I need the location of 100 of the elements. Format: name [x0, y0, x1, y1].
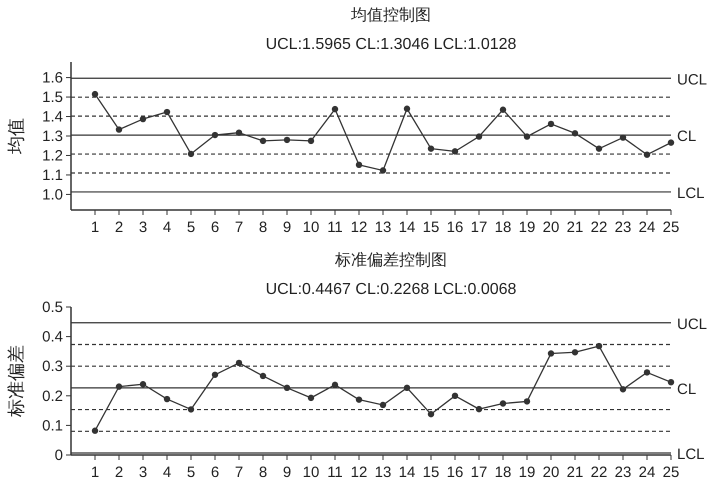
y-tick-label: 0.4 — [42, 328, 63, 346]
point — [260, 138, 266, 144]
x-tick-label: 6 — [210, 464, 220, 481]
point — [524, 133, 530, 140]
y-tick-label: 0.2 — [42, 388, 63, 405]
point — [140, 381, 146, 388]
y-tick-label: 1.4 — [42, 108, 63, 126]
y-tick-label: 0.3 — [42, 358, 63, 376]
x-tick-label: 17 — [470, 219, 488, 236]
point — [404, 106, 410, 112]
chart-subtitle: UCL:1.5965 CL:1.3046 LCL:1.0128 — [266, 36, 517, 53]
point — [476, 406, 482, 412]
point — [356, 396, 362, 403]
x-tick-label: 21 — [566, 464, 584, 481]
x-tick-label: 17 — [470, 464, 488, 481]
point — [548, 120, 554, 128]
y-axis-title: 标准偏差 — [6, 345, 26, 418]
point — [380, 402, 386, 408]
point — [164, 108, 170, 116]
ref-line-label: UCL — [677, 316, 708, 333]
point — [500, 106, 506, 113]
x-tick-label: 25 — [662, 464, 680, 481]
point — [284, 384, 290, 392]
point — [236, 129, 242, 136]
x-tick-label: 11 — [327, 464, 343, 481]
y-tick-label: 0.5 — [42, 299, 63, 316]
x-tick-label: 2 — [114, 219, 124, 236]
x-tick-label: 9 — [282, 464, 292, 481]
chart-subtitle: UCL:0.4467 CL:0.2268 LCL:0.0068 — [266, 281, 517, 298]
x-tick-label: 20 — [542, 219, 560, 236]
point — [164, 396, 170, 402]
point — [476, 133, 482, 140]
x-tick-label: 7 — [234, 219, 244, 236]
point — [188, 150, 194, 158]
x-tick-label: 6 — [210, 219, 220, 236]
x-tick-label: 18 — [494, 464, 512, 481]
x-tick-label: 15 — [422, 464, 440, 481]
x-tick-label: 3 — [138, 219, 148, 236]
x-tick-label: 14 — [398, 464, 416, 481]
x-tick-label: 3 — [138, 464, 148, 481]
y-axis-title: 均值 — [6, 118, 26, 155]
point — [548, 350, 554, 357]
point — [332, 382, 338, 388]
y-tick-label: 0 — [54, 447, 63, 464]
x-tick-label: 12 — [350, 464, 368, 481]
x-tick-label: 24 — [638, 464, 656, 481]
x-tick-label: 12 — [350, 219, 368, 236]
x-tick-label: 22 — [590, 464, 608, 481]
point — [620, 386, 626, 392]
x-tick-label: 13 — [374, 219, 392, 236]
x-tick-label: 10 — [302, 464, 320, 481]
point — [596, 342, 602, 350]
point — [116, 383, 122, 390]
point — [500, 400, 506, 407]
point — [332, 106, 338, 112]
y-tick-label: 1.0 — [42, 186, 63, 204]
point — [92, 428, 98, 434]
point — [236, 360, 242, 366]
y-tick-label: 1.1 — [42, 166, 63, 184]
ref-line-label: CL — [677, 128, 696, 146]
point — [668, 139, 674, 146]
x-tick-label: 5 — [186, 464, 196, 481]
x-tick-label: 4 — [162, 464, 172, 481]
chart-title: 标准偏差控制图 — [334, 251, 447, 269]
point — [620, 134, 626, 141]
x-tick-label: 19 — [518, 464, 536, 481]
point — [188, 406, 194, 413]
point — [284, 136, 290, 144]
x-tick-label: 16 — [446, 464, 464, 481]
point — [404, 384, 410, 392]
x-tick-label: 23 — [614, 464, 632, 481]
x-tick-label: 19 — [518, 219, 536, 236]
point — [140, 116, 146, 122]
y-tick-label: 0.1 — [42, 417, 63, 434]
x-tick-label: 2 — [114, 464, 124, 481]
point — [572, 349, 578, 356]
point — [596, 145, 602, 152]
point — [308, 394, 314, 402]
chart-title: 均值控制图 — [350, 6, 431, 24]
point — [212, 132, 218, 138]
x-tick-label: 5 — [186, 219, 196, 236]
x-tick-label: 23 — [614, 219, 632, 236]
y-tick-label: 1.2 — [42, 147, 63, 164]
x-tick-label: 14 — [398, 219, 416, 236]
point — [524, 398, 530, 405]
y-tick-label: 1.6 — [42, 70, 63, 87]
x-tick-label: 7 — [234, 464, 244, 481]
x-tick-label: 1 — [90, 464, 100, 481]
point — [668, 378, 674, 386]
point — [572, 130, 578, 136]
x-tick-label: 16 — [446, 219, 464, 236]
x-tick-label: 13 — [374, 464, 392, 481]
point — [380, 167, 386, 174]
x-tick-label: 8 — [258, 464, 268, 481]
point — [92, 90, 98, 98]
x-tick-label: 10 — [302, 219, 320, 236]
ref-line-label: LCL — [677, 446, 705, 463]
x-tick-label: 9 — [282, 219, 292, 236]
point — [116, 126, 122, 133]
x-tick-label: 15 — [422, 219, 440, 236]
